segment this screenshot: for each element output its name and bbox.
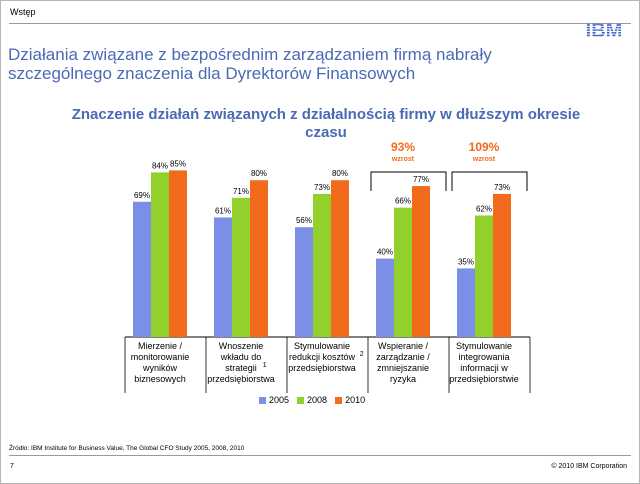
data-label-2010-3: 77% (413, 175, 429, 184)
bar-2010-0 (169, 170, 187, 337)
data-label-2005-3: 40% (377, 248, 393, 257)
top-divider (9, 23, 631, 24)
category-label: strategii (225, 363, 257, 373)
data-label-2010-4: 73% (494, 183, 510, 192)
bar-2005-1 (214, 217, 232, 337)
legend-label: 2008 (307, 395, 328, 405)
headline-line-1: Działania związane z bezpośrednim zarząd… (8, 45, 492, 64)
legend-label: 2010 (345, 395, 366, 405)
bar-2008-3 (394, 207, 412, 337)
bar-2005-2 (295, 227, 313, 337)
category-label: informacji w (460, 363, 508, 373)
category-label: Mierzenie / (138, 341, 183, 351)
headline-line-2: szczególnego znaczenia dla Dyrektorów Fi… (8, 64, 416, 83)
category-label: Stymulowanie (294, 341, 350, 351)
bar-2005-0 (133, 201, 151, 337)
category-label: wkładu do (220, 352, 262, 362)
data-label-2010-0: 85% (170, 159, 186, 168)
ibm-logo: IBM (586, 20, 623, 41)
bar-2008-1 (232, 197, 250, 337)
bar-2010-3 (412, 186, 430, 337)
data-label-2005-1: 61% (215, 206, 231, 215)
data-label-2010-2: 80% (332, 169, 348, 178)
data-label-2008-0: 84% (152, 161, 168, 170)
growth-bracket (451, 171, 528, 191)
category-superscript: 2 (360, 351, 364, 358)
category-label: integrowania (458, 352, 509, 362)
data-label-2005-2: 56% (296, 216, 312, 225)
slide-headline: Działania związane z bezpośrednim zarząd… (8, 45, 608, 83)
bar-2010-4 (493, 193, 511, 337)
data-label-2010-1: 80% (251, 169, 267, 178)
bar-2005-3 (376, 258, 394, 337)
copyright: © 2010 IBM Corporation (551, 463, 627, 470)
category-label: Wspieranie / (378, 341, 429, 351)
category-label: zmniejszanie (377, 363, 429, 373)
bar-2010-1 (250, 180, 268, 337)
category-label: ryzyka (390, 374, 416, 384)
growth-label: wzrost (472, 156, 496, 163)
legend-swatch (259, 396, 266, 404)
category-label: Stymulowanie (456, 341, 512, 351)
legend-item-2008: 2008 (297, 395, 327, 405)
growth-label: wzrost (391, 156, 415, 163)
data-label-2008-4: 62% (476, 204, 492, 213)
data-label-2008-2: 73% (314, 183, 330, 192)
legend-item-2010: 2010 (335, 395, 365, 405)
bar-chart: 69% 84% 85% Mierzenie /monitorowaniewyników… (124, 140, 531, 393)
bar-2008-2 (313, 193, 331, 337)
data-label-2005-0: 69% (134, 191, 150, 200)
source-note: Źródło: IBM Institute for Business Value… (9, 445, 245, 452)
bar-2005-4 (457, 268, 475, 337)
category-superscript: 1 (263, 362, 267, 369)
growth-value: 109% (469, 140, 500, 154)
data-label-2008-1: 71% (233, 187, 249, 196)
chart-title-line-1: Znaczenie działań związanych z działalno… (71, 106, 581, 123)
legend-item-2005: 2005 (259, 395, 289, 405)
category-label: monitorowanie (131, 352, 190, 362)
category-label: Wnoszenie (219, 341, 264, 351)
data-label-2005-4: 35% (458, 257, 474, 266)
legend-label: 2005 (269, 395, 290, 405)
page-number: 7 (10, 463, 14, 470)
svg-text:IBM: IBM (586, 20, 623, 41)
category-label: przedsiębiorstwa (288, 363, 356, 373)
bar-2010-2 (331, 180, 349, 337)
bar-2008-4 (475, 215, 493, 337)
growth-bracket (370, 171, 447, 191)
bar-2008-0 (151, 172, 169, 337)
category-label: przedsiębiorstwa (207, 374, 275, 384)
category-label: zarządzanie / (376, 352, 430, 362)
legend-swatch (297, 396, 305, 404)
legend-swatch (335, 396, 343, 404)
growth-value: 93% (391, 140, 415, 154)
category-label: biznesowych (134, 374, 186, 384)
section-label: Wstęp (10, 7, 36, 17)
bottom-divider (9, 455, 631, 456)
category-label: wyników (142, 363, 178, 373)
category-label: przedsiębiorstwie (449, 374, 519, 384)
chart-legend: 2005 2008 2010 (259, 395, 365, 405)
chart-title-line-2: czasu (305, 124, 347, 141)
data-label-2008-3: 66% (395, 197, 411, 206)
category-label: redukcji kosztów (289, 352, 356, 362)
